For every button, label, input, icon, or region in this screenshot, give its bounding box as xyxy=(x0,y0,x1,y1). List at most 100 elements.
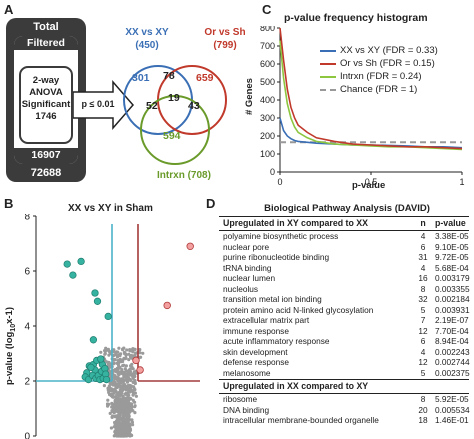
hist-y-tick-label: 700 xyxy=(260,41,275,51)
section1-header-row: Upregulated in XY compared to XX n p-val… xyxy=(219,218,469,229)
pathway-term: acute inflammatory response xyxy=(223,336,330,346)
gene-count: 5 xyxy=(420,367,426,378)
hist-x-tick-label: 0 xyxy=(277,177,282,187)
volcano-y-tick-label: 0 xyxy=(24,432,30,439)
total-value: 72688 xyxy=(30,167,62,179)
total-label: Total xyxy=(33,21,59,33)
pathway-term: melanosome xyxy=(223,367,271,378)
pathway-term: nuclear pore xyxy=(223,241,270,252)
gene-count: 4 xyxy=(420,231,426,241)
p-value: 0.003931 xyxy=(435,304,470,315)
pathway-term: immune response xyxy=(223,325,289,336)
hist-xlabel: p-value xyxy=(352,180,386,191)
pathway-term: intracellular membrane-bounded organelle xyxy=(223,415,379,425)
venn-set1-name: XX vs XY xyxy=(125,27,169,38)
pathway-term: DNA binding xyxy=(223,404,270,415)
table-row: transition metal ion binding 32 0.002184 xyxy=(219,294,470,305)
anova-text: 2-way ANOVA Significant 1746 xyxy=(19,75,73,123)
p-value: 0.005534 xyxy=(435,404,470,415)
p-value: 7.70E-04 xyxy=(435,325,469,336)
legend-swatch-xx-vs-xy xyxy=(320,50,336,52)
gene-count: 4 xyxy=(420,346,426,357)
volcano-ylabel: p-value (log10x-1) xyxy=(4,306,17,385)
volcano-y-tick-label: 2 xyxy=(24,377,30,388)
volcano-point-up-in-xx xyxy=(63,260,71,268)
legend-label-or-vs-sh: Or vs Sh (FDR = 0.15) xyxy=(340,58,435,69)
p-value: 9.10E-05 xyxy=(435,241,469,252)
venn-circle-intrxn xyxy=(140,95,210,165)
gene-count: 31 xyxy=(418,252,428,262)
table-row: tRNA binding 4 5.68E-04 xyxy=(219,263,469,274)
hist-y-tick-label: 600 xyxy=(260,59,275,69)
gene-count: 12 xyxy=(418,325,428,336)
pathway-term: nuclear lumen xyxy=(223,273,276,283)
volcano-point-up-in-xx xyxy=(104,312,112,321)
gene-count: 6 xyxy=(420,336,426,346)
hist-y-tick-label: 500 xyxy=(260,77,275,87)
pathway-term: protein amino acid N-linked glycosylatio… xyxy=(223,304,374,315)
pathway-term: defense response xyxy=(223,357,289,367)
panel-letter-d: D xyxy=(206,196,216,211)
volcano-point-up-in-xx xyxy=(93,297,102,305)
volcano-title: XX vs XY in Sham xyxy=(68,203,153,214)
hist-x-tick-label: 0.5 xyxy=(365,177,378,187)
filtered-label: Filtered xyxy=(27,37,65,49)
hist-y-tick-label: 200 xyxy=(260,131,275,141)
section2-header-row: Upregulated in XX compared to XY xyxy=(219,381,469,392)
panel-letter-a: A xyxy=(4,2,14,17)
volcano-point-up-in-xy xyxy=(186,242,194,250)
anova-line-3: Significant xyxy=(21,99,71,110)
hist-y-tick-label: 400 xyxy=(260,95,275,105)
hist-y-tick-label: 0 xyxy=(270,167,275,177)
legend-label-xx-vs-xy: XX vs XY (FDR = 0.33) xyxy=(340,45,438,56)
venn-set1-header: XX vs XY (450) xyxy=(118,26,176,52)
gene-count: 20 xyxy=(418,404,428,415)
venn-diagram xyxy=(123,65,227,165)
legend-swatch-intrxn xyxy=(320,76,336,78)
gene-count: 12 xyxy=(418,357,428,367)
p-value: 3.38E-05 xyxy=(435,231,469,241)
volcano-nonsignificant-cloud xyxy=(99,346,145,438)
legend-swatch-chance xyxy=(320,89,336,91)
pathway-term: nucleolus xyxy=(223,283,259,294)
venn-only-set3: 594 xyxy=(163,130,181,142)
p-value: 0.002744 xyxy=(435,357,470,367)
venn-set23: 43 xyxy=(188,100,200,112)
gene-count: 18 xyxy=(418,415,428,425)
section2-title: Upregulated in XX compared to XY xyxy=(223,381,369,391)
pathway-term: tRNA binding xyxy=(223,262,272,273)
venn-set2-name: Or vs Sh xyxy=(204,27,246,38)
hist-title: p-value frequency histogram xyxy=(284,12,428,24)
p-value: 0.002375 xyxy=(435,367,470,378)
pathway-term: extracellular matrix part xyxy=(223,315,310,325)
threshold-label: p ≤ 0.01 xyxy=(81,99,115,109)
venn-set1-count: (450) xyxy=(135,40,159,51)
gene-count: 4 xyxy=(420,262,426,273)
venn-set13: 52 xyxy=(146,100,158,112)
col-n-header: n xyxy=(420,218,426,228)
threshold-arrow xyxy=(73,80,134,130)
table-rule-header xyxy=(219,230,469,231)
p-value: 0.002243 xyxy=(435,346,470,357)
filtered-footer xyxy=(14,148,78,164)
pvalue-histogram: 0 100 200 300 400 500 600 700 800 0 0.5 1 xyxy=(260,26,465,187)
venn-set12: 78 xyxy=(163,70,175,82)
filtered-value: 16907 xyxy=(31,149,61,161)
venn-set2-header: Or vs Sh (799) xyxy=(196,26,254,52)
venn-only-set2: 659 xyxy=(196,72,214,84)
filtered-header xyxy=(14,36,78,50)
anova-box xyxy=(19,66,73,144)
legend-swatch-or-vs-sh xyxy=(320,63,336,65)
venn-set3-count: (708) xyxy=(187,170,211,181)
p-value: 1.46E-01 xyxy=(435,415,469,425)
anova-line-1: 2-way xyxy=(32,75,60,86)
gene-count: 6 xyxy=(420,241,426,252)
p-value: 5.68E-04 xyxy=(435,262,469,273)
pathway-term: purine ribonucleotide binding xyxy=(223,252,330,262)
volcano-y-tick-label: 4 xyxy=(24,322,30,333)
p-value: 0.002184 xyxy=(435,294,470,304)
table-rule-mid xyxy=(219,379,469,380)
anova-line-2: ANOVA xyxy=(29,87,63,98)
david-title: Biological Pathway Analysis (DAVID) xyxy=(264,203,430,214)
pathway-term: ribosome xyxy=(223,394,258,404)
